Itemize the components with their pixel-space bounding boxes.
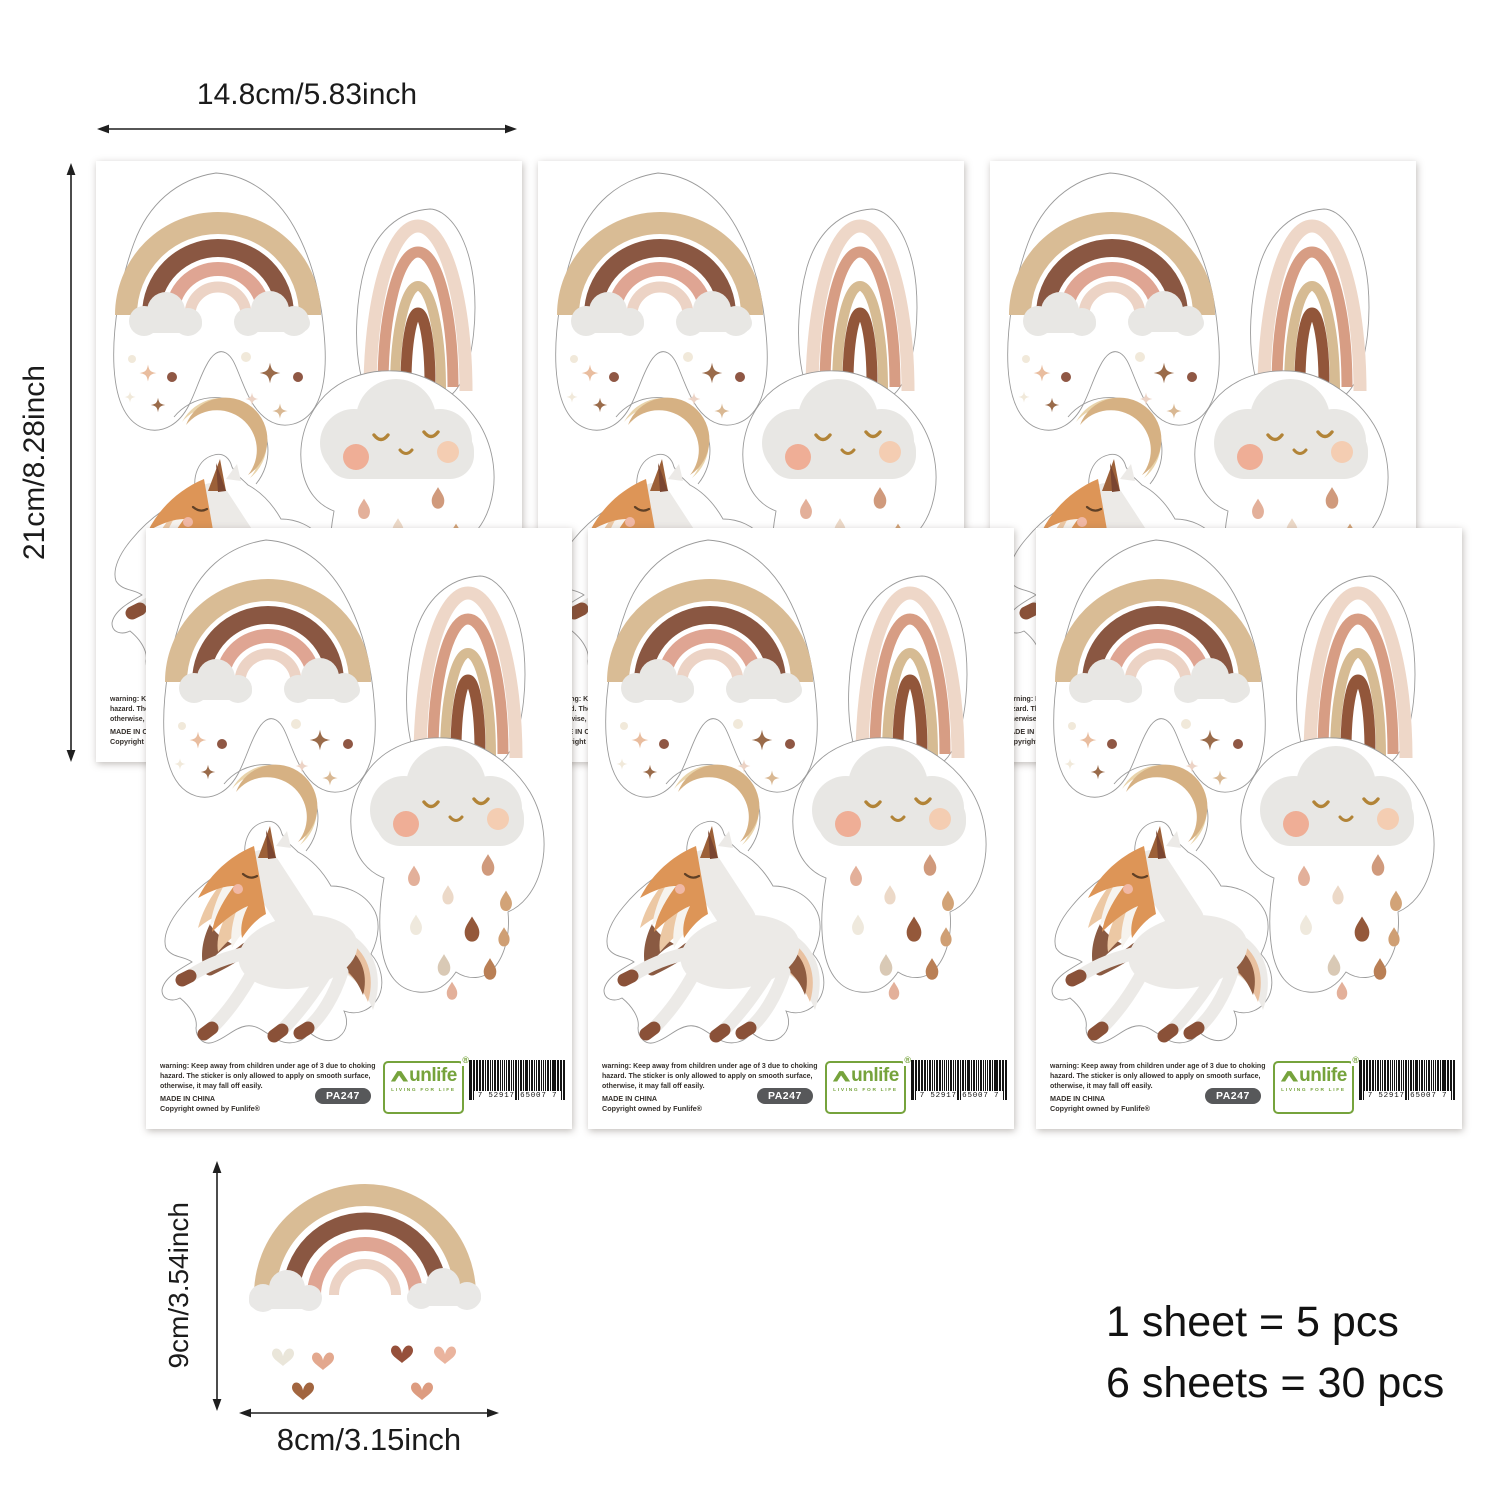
sheet-height-label: 21cm/8.28inch [18,364,51,561]
copyright-text: Copyright owned by Funlife® [1050,1104,1150,1114]
single-sticker-height-arrow [212,1161,222,1411]
roof-icon [833,1071,851,1082]
funlife-logo: ® unlife LIVING FOR LIFE [1273,1055,1360,1114]
warning-text: warning: Keep away from children under a… [602,1063,818,1090]
copyright-text: Copyright owned by Funlife® [602,1104,702,1114]
sticker-sheet: warning: Keep away from children under a… [1036,528,1462,1129]
pack-info: 1 sheet = 5 pcs 6 sheets = 30 pcs [1106,1292,1444,1414]
sticker-sheet-art [1036,528,1462,1056]
sticker-sheet: warning: Keep away from children under a… [146,528,572,1129]
warning-block: warning: Keep away from children under a… [602,1062,818,1114]
copyright-text: Copyright owned by Funlife® [160,1104,260,1114]
sheet-height-arrow [66,163,76,762]
single-rainbow-hearts-sticker [225,1158,505,1420]
made-in-text: MADE IN CHINA [552,726,608,736]
barcode-bars [469,1060,566,1100]
registered-mark: ® [461,1055,470,1066]
barcode-bars [911,1060,1008,1100]
sku-badge: PA247 [1205,1088,1261,1104]
barcode-bars [1359,1060,1456,1100]
roof-icon [391,1071,409,1082]
barcode-digits: 7 52917 65007 7 [919,1092,1000,1100]
logo-text: unlife [409,1065,457,1086]
registered-mark: ® [903,1055,912,1066]
sku-badge: PA247 [757,1088,813,1104]
sheet-width-arrow [97,124,517,134]
sticker-sheet-art [146,528,572,1056]
warning-block: warning: Keep away from children under a… [1050,1062,1266,1114]
made-in-text: MADE IN CHINA [1004,726,1060,736]
pack-line-1: 1 sheet = 5 pcs [1106,1298,1399,1346]
barcode: 7 52917 65007 7 [469,1060,566,1116]
pack-line-2: 6 sheets = 30 pcs [1106,1359,1445,1407]
made-in-text: MADE IN CHINA [602,1093,658,1103]
single-sticker-height-label: 9cm/3.54inch [163,1201,194,1369]
single-sticker-width-arrow [239,1408,499,1418]
registered-mark: ® [1351,1055,1360,1066]
logo-text: unlife [851,1065,899,1086]
made-in-text: MADE IN CHINA [110,726,166,736]
logo-text: unlife [1299,1065,1347,1086]
logo-tagline: LIVING FOR LIFE [391,1088,456,1093]
made-in-text: MADE IN CHINA [1050,1093,1106,1103]
logo-tagline: LIVING FOR LIFE [833,1088,898,1093]
logo-tagline: LIVING FOR LIFE [1281,1088,1346,1093]
sticker-sheet: warning: Keep away from children under a… [588,528,1014,1129]
sticker-sheet-art [588,528,1014,1056]
warning-text: warning: Keep away from children under a… [1050,1063,1266,1090]
warning-block: warning: Keep away from children under a… [160,1062,376,1114]
barcode: 7 52917 65007 7 [911,1060,1008,1116]
funlife-logo: ® unlife LIVING FOR LIFE [825,1055,912,1114]
barcode-digits: 7 52917 65007 7 [477,1092,558,1100]
made-in-text: MADE IN CHINA [160,1093,216,1103]
barcode: 7 52917 65007 7 [1359,1060,1456,1116]
barcode-digits: 7 52917 65007 7 [1367,1092,1448,1100]
warning-text: warning: Keep away from children under a… [160,1063,376,1090]
roof-icon [1281,1071,1299,1082]
single-sticker-width-label: 8cm/3.15inch [276,1422,462,1457]
sheet-width-label: 14.8cm/5.83inch [196,78,418,111]
sku-badge: PA247 [315,1088,371,1104]
funlife-logo: ® unlife LIVING FOR LIFE [383,1055,470,1114]
